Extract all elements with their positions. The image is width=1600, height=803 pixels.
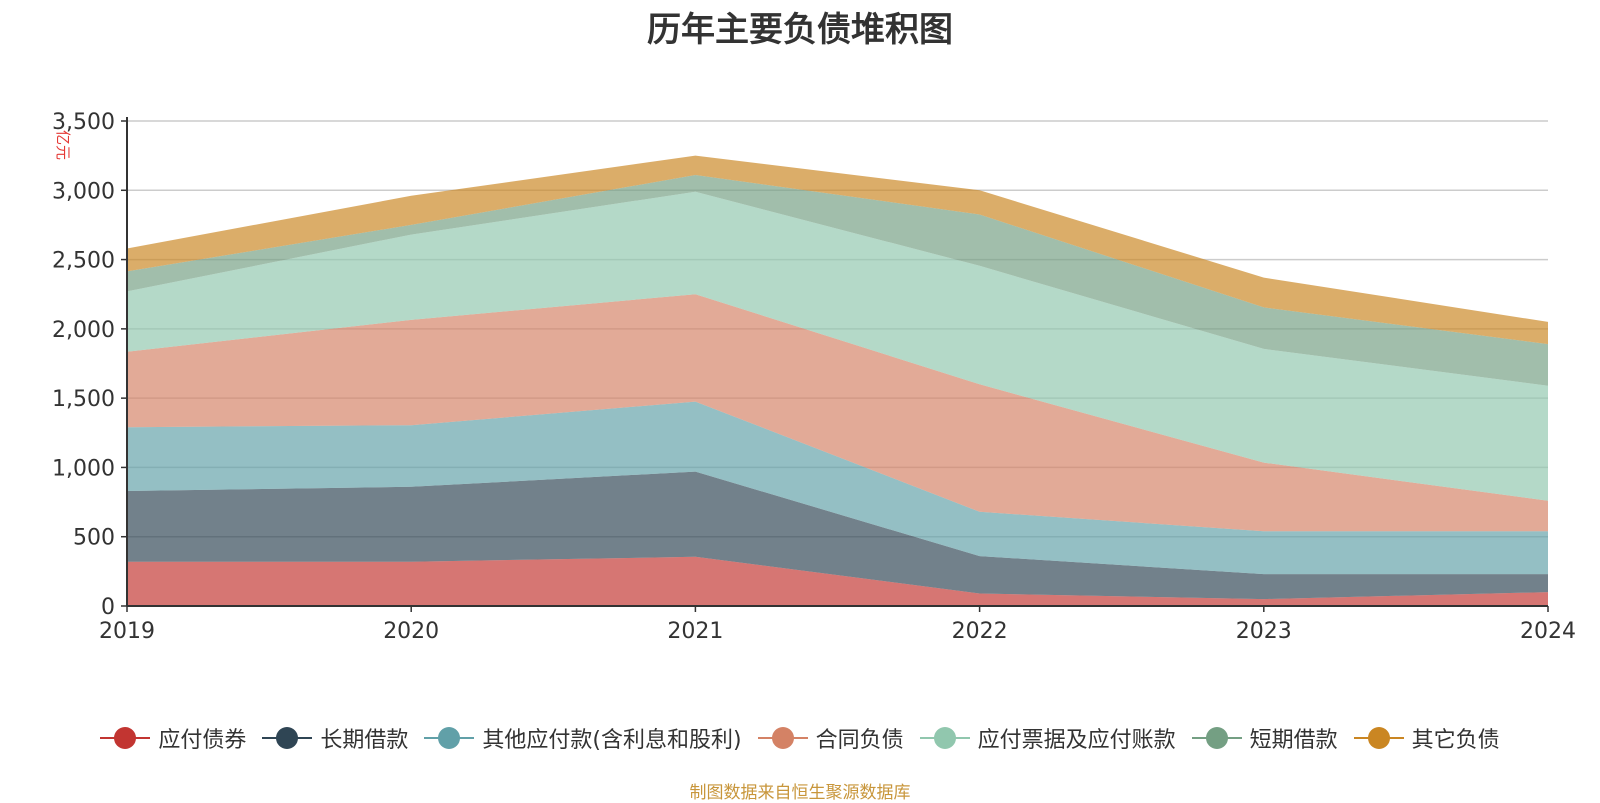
legend-dot-icon	[933, 727, 956, 749]
legend-label: 短期借款	[1249, 728, 1338, 753]
legend-item[interactable]: 其它负债	[1353, 722, 1500, 754]
y-tick-label: 2,500	[52, 249, 115, 274]
legend-marker-icon	[757, 725, 808, 751]
legend-dot-icon	[114, 727, 137, 749]
legend-dot-icon	[1205, 727, 1228, 749]
y-tick-label: 1,500	[52, 387, 115, 412]
legend-label: 长期借款	[320, 728, 409, 753]
legend-marker-icon	[1353, 725, 1404, 751]
y-axis-unit-label: 亿元	[54, 130, 72, 160]
area-series	[127, 155, 1548, 606]
legend-label: 应付债券	[158, 728, 247, 753]
legend-dot-icon	[438, 727, 461, 749]
legend-marker-icon	[424, 725, 475, 751]
x-tick-label: 2022	[952, 619, 1008, 644]
legend: 应付债券 长期借款 其他应付款(含利息和股利) 合同负债 应付票据及应付账款 短期借款 其它…	[0, 718, 1600, 758]
legend-marker-icon	[1191, 725, 1242, 751]
legend-item[interactable]: 其他应付款(含利息和股利)	[424, 722, 742, 754]
legend-label: 其它负债	[1411, 728, 1500, 753]
y-tick-label: 3,000	[52, 179, 115, 204]
x-tick-label: 2023	[1236, 619, 1292, 644]
x-tick-label: 2021	[667, 619, 723, 644]
area-应付票据及应付账款	[127, 191, 1548, 501]
x-tick-label: 2019	[99, 619, 155, 644]
x-tick-label: 2024	[1520, 619, 1576, 644]
legend-label: 应付票据及应付账款	[977, 728, 1176, 753]
legend-marker-icon	[919, 725, 970, 751]
area-长期借款	[127, 471, 1548, 600]
area-短期借款	[127, 175, 1548, 386]
legend-item[interactable]: 长期借款	[262, 722, 408, 754]
y-tick-label: 1,000	[52, 456, 115, 481]
area-合同负债	[127, 294, 1548, 532]
x-tick-label: 2020	[383, 619, 439, 644]
legend-marker-icon	[100, 725, 151, 751]
y-tick-label: 2,000	[52, 318, 115, 343]
legend-item[interactable]: 合同负债	[757, 722, 904, 754]
legend-dot-icon	[771, 727, 794, 749]
legend-item[interactable]: 应付票据及应付账款	[919, 722, 1176, 754]
legend-dot-icon	[1367, 727, 1390, 749]
legend-label: 其他应付款(含利息和股利)	[482, 728, 742, 753]
legend-marker-icon	[262, 725, 313, 751]
y-tick-label: 3,500	[52, 110, 115, 135]
area-应付债券	[127, 556, 1548, 606]
legend-label: 合同负债	[815, 728, 904, 753]
legend-item[interactable]: 短期借款	[1191, 722, 1338, 754]
area-其它负债	[127, 155, 1548, 345]
axes: 0 500 1,000 1,500 2,000 2,500 3,000 3,500 2019 20…	[52, 110, 1576, 644]
y-tick-label: 0	[101, 595, 115, 620]
y-tick-label: 500	[73, 526, 115, 551]
chart-title: 历年主要负债堆积图	[647, 10, 953, 50]
area-其他应付款(含利息和股利)	[127, 401, 1548, 575]
legend-item[interactable]: 应付债券	[100, 722, 246, 754]
source-note: 制图数据来自恒生聚源数据库	[689, 783, 911, 803]
legend-dot-icon	[276, 727, 299, 749]
